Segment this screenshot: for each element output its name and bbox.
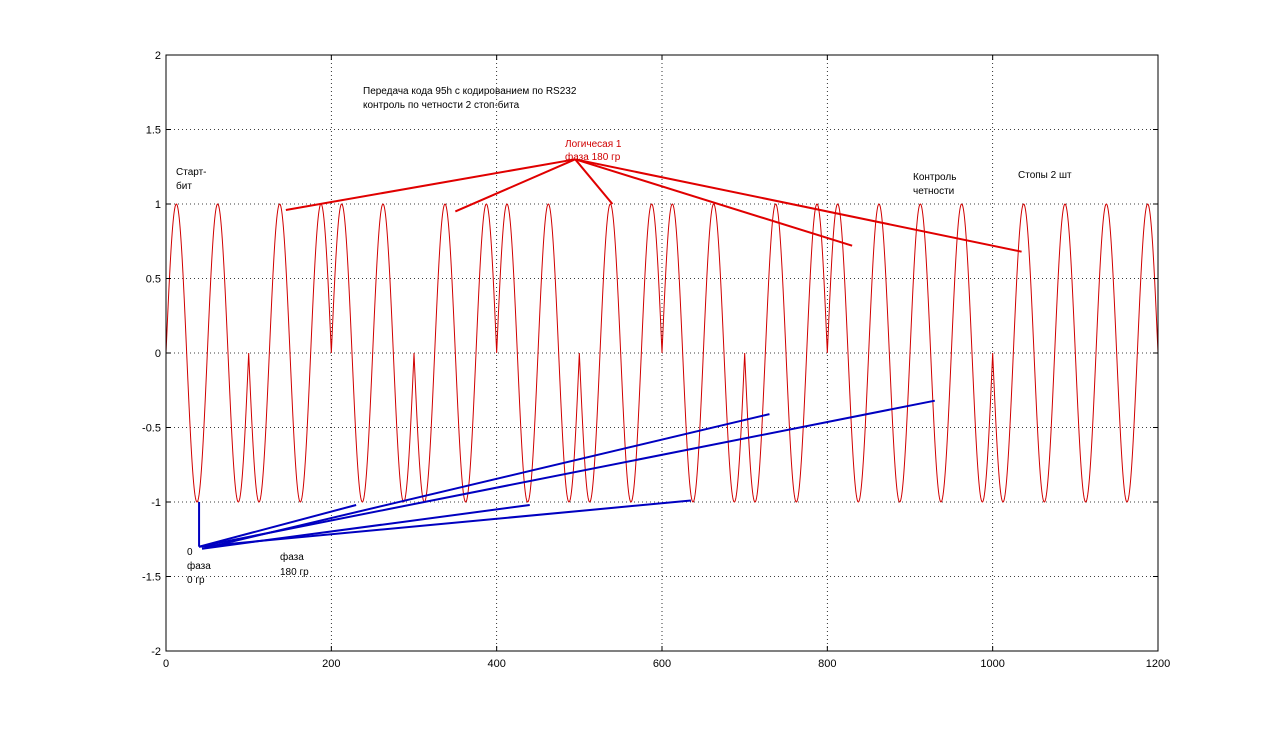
x-tick-label: 400	[487, 658, 505, 670]
signal-series-line	[165, 203, 1159, 503]
y-tick-label: 2	[155, 50, 161, 62]
annotation-header-line2: контроль по четности 2 стоп-бита	[363, 99, 520, 111]
blue-pointer-line	[201, 413, 770, 550]
pointer-layer	[198, 158, 1022, 550]
red-pointer-line	[454, 158, 576, 213]
annotation-zero: 0	[187, 547, 193, 558]
x-tick-label: 1000	[980, 658, 1004, 670]
annotation-header-line1: Передача кода 95h с кодированием по RS23…	[363, 86, 577, 97]
red-pointer-line	[574, 158, 614, 205]
y-tick-label: -2	[151, 646, 161, 658]
blue-pointer-line	[198, 504, 357, 548]
y-tick-label: -1.5	[142, 572, 161, 584]
y-tick-label: 0.5	[146, 274, 161, 286]
annotation-stops: Стопы 2 шт	[1018, 170, 1072, 181]
red-pointer-line	[574, 158, 853, 247]
annotation-logic1-line1: Логичесая 1	[565, 139, 622, 150]
tick-layer: 0 200 400 600 800 1000 1200 2 1.5 1 0.5 0 -0.5 -1 -1.5…	[142, 50, 1170, 670]
annotation-logic1-line2: фаза 180 гр	[565, 151, 621, 163]
series-layer	[165, 203, 1159, 503]
annotation-parity-line1: Контроль	[913, 172, 956, 183]
y-tick-label: -0.5	[142, 423, 161, 435]
annotation-parity-line2: четности	[913, 186, 954, 197]
blue-pointer-line	[198, 399, 935, 548]
y-tick-label: 1	[155, 199, 161, 211]
x-tick-label: 600	[653, 658, 671, 670]
y-tick-label: 0	[155, 348, 161, 360]
grid-layer	[166, 55, 1158, 651]
x-tick-label: 200	[322, 658, 340, 670]
annotation-phase180-line2: 180 гр	[280, 567, 309, 578]
red-pointer-line	[574, 158, 1022, 253]
y-tick-label: 1.5	[146, 125, 161, 137]
blue-pointer-line	[198, 499, 692, 548]
x-tick-label: 1200	[1146, 658, 1170, 670]
annotation-start-line1: Старт-	[176, 167, 207, 178]
y-tick-label: -1	[151, 497, 161, 509]
annotation-phase0-line2: 0 гр	[187, 575, 205, 586]
annotation-start-line2: бит	[176, 180, 192, 192]
annotation-phase0-line1: фаза	[187, 560, 211, 572]
x-tick-label: 0	[163, 658, 169, 670]
annotation-phase180-line1: фаза	[280, 551, 304, 563]
x-tick-label: 800	[818, 658, 836, 670]
red-pointer-line	[285, 158, 576, 211]
